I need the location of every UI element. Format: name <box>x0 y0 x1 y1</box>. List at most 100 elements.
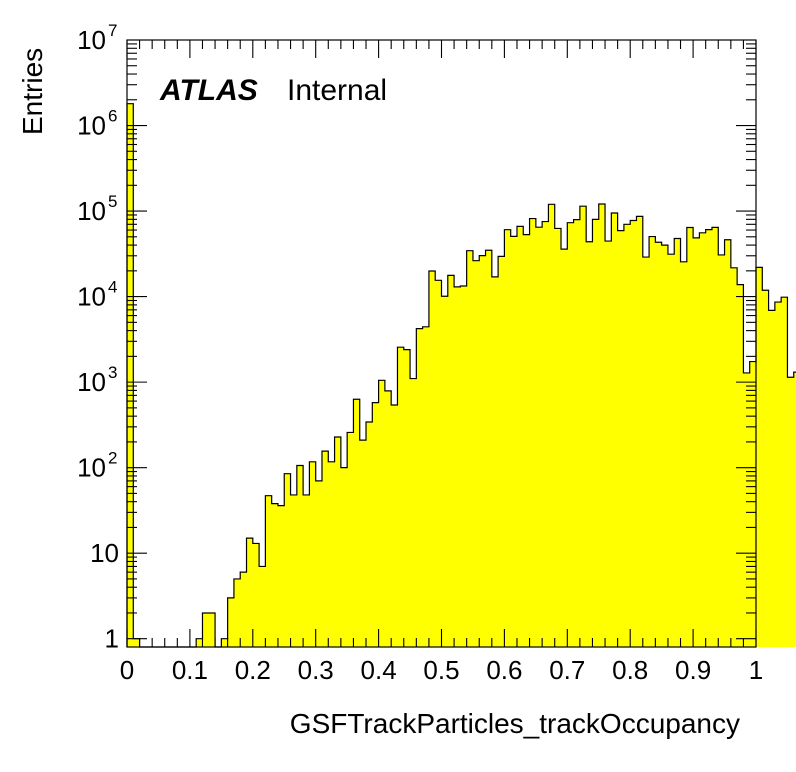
histogram-bar <box>787 377 795 647</box>
histogram-bar <box>479 255 486 647</box>
y-tick-label-base: 10 <box>77 196 106 226</box>
histogram-bar <box>366 421 373 647</box>
x-axis-tick-labels: 0 0.1 0.2 0.3 0.4 0.5 0.6 0.7 0.8 0.9 1 <box>120 655 763 685</box>
histogram-bar <box>321 451 329 647</box>
histogram-bar <box>756 267 763 647</box>
x-axis-ticks <box>126 40 757 647</box>
histogram-bar <box>573 219 581 648</box>
histogram-bar <box>334 437 342 647</box>
histogram-bar <box>252 543 260 647</box>
histogram-bar <box>372 402 379 647</box>
histogram-bar <box>711 227 719 647</box>
histogram-bar <box>523 234 530 647</box>
histogram-bar <box>296 465 304 647</box>
histogram-bar <box>781 297 788 647</box>
y-tick-label-base: 10 <box>90 538 119 568</box>
x-tick-label: 1 <box>749 655 763 685</box>
histogram-bar <box>542 221 549 647</box>
histogram-bar <box>265 495 273 647</box>
histogram-bar <box>561 249 568 647</box>
histogram-bar <box>592 219 600 647</box>
histogram-bar <box>447 275 455 647</box>
x-tick-label: 0.6 <box>486 655 522 685</box>
histogram-bar <box>674 238 681 648</box>
histogram-bar <box>460 285 468 647</box>
y-tick-label: 10 <box>90 538 119 568</box>
histogram-bar <box>529 218 537 647</box>
histogram-bar <box>535 227 543 647</box>
histogram-bar <box>730 267 738 647</box>
histogram-bar <box>397 347 405 647</box>
y-tick-label: 10 5 <box>77 192 117 226</box>
histogram-bar <box>454 286 461 647</box>
histogram-bar <box>743 372 751 647</box>
histogram-bar <box>441 296 449 647</box>
histogram-bar <box>466 250 474 647</box>
histogram-bar <box>290 494 298 647</box>
y-tick-label: 10 3 <box>77 363 117 397</box>
histogram-bar <box>636 216 644 647</box>
histogram-bar <box>491 276 499 647</box>
histogram-bar <box>353 399 361 647</box>
histogram-bar <box>598 203 606 647</box>
histogram-bar <box>724 239 732 647</box>
histogram-bar <box>221 638 229 647</box>
internal-label: Internal <box>287 74 387 107</box>
y-tick-label-exponent: 2 <box>108 449 117 468</box>
histogram-outline <box>126 103 796 648</box>
histogram-bar <box>554 228 562 647</box>
y-tick-label: 10 2 <box>77 449 117 483</box>
histogram-bar <box>422 326 430 647</box>
atlas-label: ATLAS <box>159 74 258 107</box>
histogram-bar <box>498 256 505 647</box>
histogram-bar <box>655 242 663 648</box>
histogram-bar <box>328 461 335 647</box>
x-tick-label: 0.9 <box>675 655 711 685</box>
histogram-bar <box>208 612 216 647</box>
histogram-bar <box>516 226 524 647</box>
histogram-bar <box>485 250 493 648</box>
y-tick-label-exponent: 7 <box>108 21 117 40</box>
y-axis-label: Entries <box>17 48 48 135</box>
y-tick-label-base: 10 <box>77 453 106 483</box>
x-tick-label: 0.8 <box>612 655 648 685</box>
histogram-bar <box>737 284 744 647</box>
histogram-bar <box>384 390 392 647</box>
histogram-bar <box>202 612 210 647</box>
x-tick-label: 0 <box>120 655 134 685</box>
histogram-bar <box>303 494 310 647</box>
histogram-bar <box>309 461 317 647</box>
y-tick-label: 10 4 <box>77 278 117 312</box>
histogram-bar <box>233 578 241 647</box>
y-tick-label-base: 10 <box>77 111 106 141</box>
y-tick-label-exponent: 6 <box>108 107 117 126</box>
histogram-bar <box>630 220 637 647</box>
y-tick-label-exponent: 4 <box>108 278 117 297</box>
histogram-bar <box>472 260 480 647</box>
x-tick-label: 0.2 <box>235 655 271 685</box>
histogram-bar <box>686 227 694 647</box>
histogram-bar <box>347 432 354 647</box>
histogram-bar <box>410 378 417 647</box>
histogram-bar <box>227 597 235 647</box>
histogram-bar <box>586 241 593 647</box>
histogram-bar <box>359 440 367 647</box>
histogram-bar <box>240 572 247 647</box>
histogram-bar <box>718 254 725 647</box>
y-tick-label-exponent: 3 <box>108 363 117 382</box>
histogram-bar <box>284 473 291 647</box>
histogram-bar <box>623 224 631 648</box>
histogram-bar <box>661 245 669 647</box>
histogram-bar <box>768 310 776 647</box>
x-tick-label: 0.4 <box>361 655 397 685</box>
histogram-bars <box>127 103 796 648</box>
histogram-bar <box>391 405 398 647</box>
histogram-bar <box>378 380 386 647</box>
histogram-bar <box>548 204 556 648</box>
histogram-bar <box>428 271 436 647</box>
histogram-bar <box>271 503 279 647</box>
histogram-bar <box>340 467 348 647</box>
histogram-bar <box>699 232 707 647</box>
y-tick-label-base: 10 <box>77 282 106 312</box>
